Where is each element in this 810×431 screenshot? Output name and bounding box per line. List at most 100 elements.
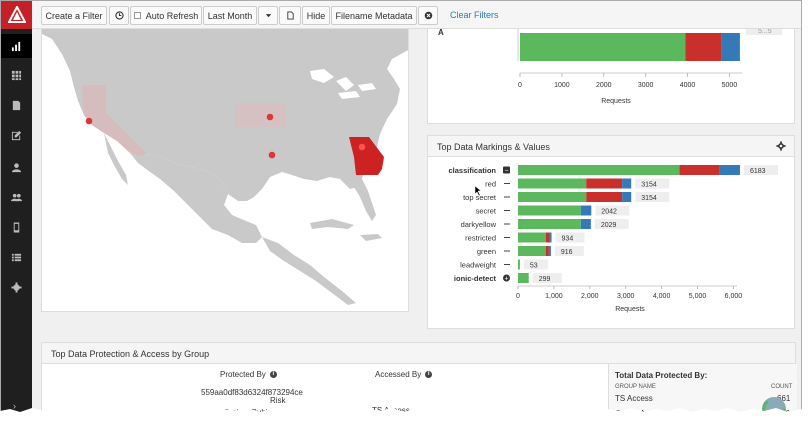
summary-col-count: COUNT (771, 384, 793, 390)
bar-segment-green (518, 178, 587, 189)
us-map[interactable] (42, 29, 409, 312)
landmass-mexico (130, 153, 262, 243)
category-label: green (477, 247, 496, 256)
bar-segment-red (546, 246, 549, 256)
bar-segment-green (518, 259, 520, 270)
mouse-cursor-icon (474, 185, 482, 197)
sidebar-item-settings[interactable] (1, 275, 32, 299)
total-label: 2029 (601, 222, 617, 229)
bar-segment-blue (580, 219, 591, 229)
bar-segment-red (685, 33, 722, 61)
x-tick-label: 4000 (680, 82, 696, 89)
clear-filters-link[interactable]: Clear Filters (450, 10, 499, 20)
total-badge (532, 273, 562, 283)
sidebar-item-users[interactable] (1, 185, 32, 209)
settings-gear-icon[interactable] (776, 141, 786, 151)
clock-button[interactable] (109, 6, 129, 25)
summary-title: Total Data Protected By: (615, 371, 708, 380)
hide-button[interactable]: Hide (302, 6, 330, 25)
bar-segment-red (586, 192, 623, 202)
logo-icon (7, 6, 26, 23)
edit-icon (11, 130, 22, 140)
accessed-by-label: Accessed By (375, 370, 422, 379)
bar-segment-blue (580, 205, 592, 216)
total-badge (555, 232, 585, 243)
device-icon (13, 221, 20, 233)
bar-segment-blue (548, 246, 551, 256)
remove-filter-button[interactable] (418, 6, 438, 25)
bar-segment-green (518, 192, 587, 202)
map-marker[interactable] (358, 143, 366, 151)
total-label: 6183 (750, 168, 766, 175)
category-label: red (485, 180, 496, 189)
sidebar-expand-icon[interactable]: › (13, 401, 16, 411)
bar-segment-red (546, 232, 550, 243)
group-panel: Top Data Protection & Access by Group Pr… (41, 342, 797, 417)
app-window: › Create a Filter Auto Refresh Last Mont… (0, 0, 802, 418)
total-label: 3154 (641, 182, 657, 189)
total-label: 53 (530, 263, 538, 270)
time-range-dropdown-button[interactable] (258, 6, 278, 25)
total-label: 299 (539, 276, 551, 283)
time-range-select[interactable]: Last Month (203, 6, 257, 25)
bar-label: A (438, 29, 444, 37)
sidebar-item-documents[interactable] (1, 93, 32, 117)
state-georgia (349, 137, 384, 175)
toggle-glyph: − (504, 168, 508, 175)
sidebar-item-grid[interactable] (1, 63, 32, 87)
total-badge (635, 178, 670, 189)
sidebar-item-edit[interactable] (1, 123, 32, 147)
total-label: 2042 (601, 209, 617, 216)
state-kansas (235, 103, 286, 127)
category-label: leadweight (460, 261, 497, 270)
total-badge (635, 192, 670, 202)
auto-refresh-toggle[interactable]: Auto Refresh (130, 6, 202, 25)
bar-segment-green (518, 219, 581, 229)
protected-row-name: 559aa0df83d6324f873294ce (201, 388, 303, 397)
close-circle-icon (424, 11, 432, 20)
total-badge (523, 259, 548, 270)
accessed-row-name: TS Access (372, 406, 410, 415)
x-axis-label: Requests (601, 98, 631, 105)
total-badge (743, 165, 778, 175)
clock-icon (114, 11, 124, 20)
map-marker[interactable] (85, 117, 93, 125)
caret-down-icon (265, 14, 271, 18)
sidebar-item-dashboard[interactable] (1, 34, 32, 58)
requests-chart: A 5...5 0 1000 2000 3000 4000 5000 Requests (438, 27, 782, 105)
summary-side: Total Data Protected By: GROUP NAME COUN… (608, 364, 797, 417)
protected-row-sub: Risk (270, 396, 286, 405)
filename-metadata-button[interactable]: Filename Metadata (331, 6, 417, 25)
info-icon[interactable]: i (425, 371, 433, 379)
map-panel (41, 29, 409, 312)
document-button[interactable] (279, 6, 301, 25)
category-label: secret (476, 207, 497, 216)
sidebar-item-device[interactable] (1, 215, 32, 239)
file-icon (286, 11, 294, 20)
x-tick-label: 1,000 (545, 293, 563, 300)
sidebar-item-list[interactable] (1, 245, 32, 269)
summary-col-group: GROUP NAME (615, 384, 656, 390)
map-marker[interactable] (266, 113, 274, 121)
x-tick-label: 5,000 (689, 293, 707, 300)
group-panel-title: Top Data Protection & Access by Group (42, 343, 795, 364)
logo[interactable] (1, 1, 32, 29)
create-filter-button[interactable]: Create a Filter (41, 6, 107, 25)
category-label: darkyellow (461, 220, 497, 229)
map-marker[interactable] (268, 151, 276, 159)
user-icon (11, 162, 22, 172)
sidebar: › (1, 1, 32, 417)
x-tick-label: 6,000 (725, 293, 743, 300)
total-label: 916 (561, 249, 573, 256)
markings-chart: classification − 6183 red 3154 top secret 3154… (448, 165, 778, 313)
sidebar-item-user[interactable] (1, 155, 32, 179)
auto-refresh-checkbox[interactable] (133, 12, 141, 19)
bar-segment-blue (721, 33, 740, 61)
info-icon[interactable]: i (269, 371, 277, 379)
state-california (82, 85, 146, 157)
requests-chart-panel: A 5...5 0 1000 2000 3000 4000 5000 Requests (427, 27, 795, 124)
total-badge (595, 205, 630, 216)
flow-link-icon (360, 411, 372, 417)
x-tick-label: 4,000 (653, 293, 671, 300)
accessed-by-header: Accessed By i (375, 370, 433, 379)
